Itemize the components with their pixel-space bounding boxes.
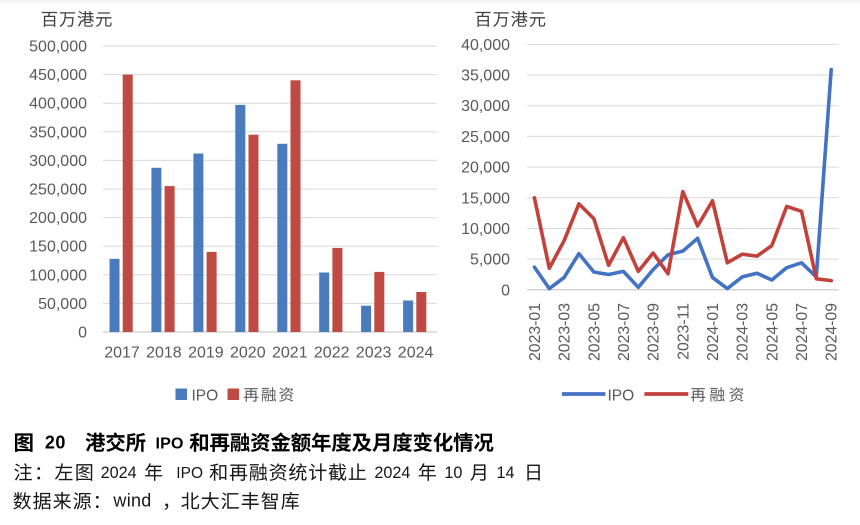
- svg-text:2024-07: 2024-07: [794, 303, 811, 361]
- svg-text:5,000: 5,000: [470, 252, 510, 269]
- svg-text:20: 20: [45, 433, 66, 453]
- svg-text:15,000: 15,000: [461, 190, 510, 207]
- svg-text:0: 0: [501, 282, 510, 299]
- svg-text:2023-11: 2023-11: [675, 303, 692, 360]
- svg-text:2024: 2024: [374, 464, 410, 482]
- svg-text:450,000: 450,000: [29, 67, 87, 84]
- svg-text:2023-05: 2023-05: [586, 303, 603, 361]
- svg-text:200,000: 200,000: [29, 210, 87, 227]
- svg-text:2020: 2020: [230, 345, 266, 362]
- svg-text:30,000: 30,000: [461, 98, 510, 115]
- svg-text:100,000: 100,000: [29, 267, 87, 284]
- svg-text:2019: 2019: [188, 345, 224, 362]
- svg-text:10: 10: [444, 464, 462, 482]
- svg-text:300,000: 300,000: [29, 153, 87, 170]
- svg-text:2024-03: 2024-03: [735, 303, 752, 361]
- svg-text:wind: wind: [112, 491, 151, 511]
- svg-text:40,000: 40,000: [461, 37, 510, 54]
- svg-text:250,000: 250,000: [29, 182, 87, 199]
- svg-text:2023: 2023: [356, 345, 392, 362]
- svg-text:150,000: 150,000: [29, 239, 87, 256]
- svg-text:500,000: 500,000: [29, 39, 87, 56]
- svg-text:IPO: IPO: [176, 465, 203, 482]
- svg-text:2022: 2022: [314, 345, 350, 362]
- svg-text:2021: 2021: [272, 345, 308, 362]
- svg-text:IPO: IPO: [192, 387, 219, 404]
- svg-text:0: 0: [78, 325, 87, 342]
- svg-text:20,000: 20,000: [461, 160, 510, 177]
- svg-text:2024: 2024: [101, 464, 137, 482]
- svg-text:14: 14: [497, 464, 515, 482]
- svg-text:2018: 2018: [146, 345, 182, 362]
- svg-text:2024-09: 2024-09: [824, 303, 841, 361]
- svg-text:2023-01: 2023-01: [527, 303, 544, 361]
- svg-text:2023-07: 2023-07: [616, 303, 633, 361]
- svg-text:2024-01: 2024-01: [705, 303, 722, 361]
- svg-text:IPO: IPO: [156, 436, 184, 453]
- svg-text:10,000: 10,000: [461, 221, 510, 238]
- svg-text:25,000: 25,000: [461, 129, 510, 146]
- svg-text:50,000: 50,000: [38, 296, 87, 313]
- svg-text:2023-09: 2023-09: [646, 303, 663, 361]
- svg-text:400,000: 400,000: [29, 96, 87, 113]
- svg-text:2023-03: 2023-03: [557, 303, 574, 361]
- svg-text:IPO: IPO: [608, 387, 635, 404]
- svg-text:350,000: 350,000: [29, 124, 87, 141]
- svg-text:2017: 2017: [104, 345, 140, 362]
- svg-text:2024-05: 2024-05: [764, 303, 781, 361]
- svg-text:2024: 2024: [398, 345, 434, 362]
- svg-text:35,000: 35,000: [461, 68, 510, 85]
